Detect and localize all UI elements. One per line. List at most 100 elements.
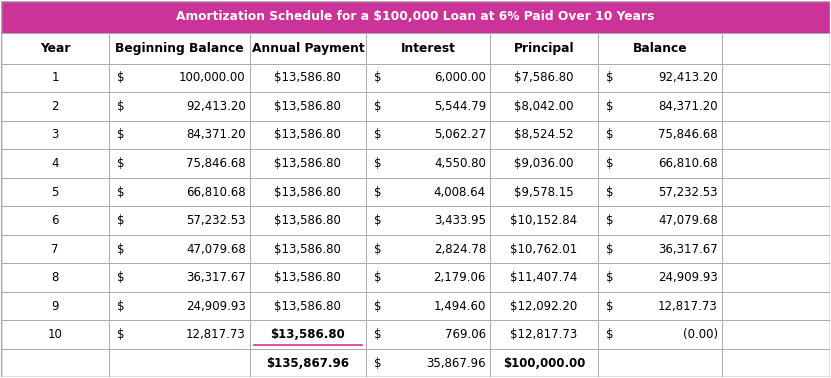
Text: $13,586.80: $13,586.80 (274, 300, 342, 313)
Text: 92,413.20: 92,413.20 (186, 100, 246, 113)
Text: $13,586.80: $13,586.80 (274, 271, 342, 284)
Text: $: $ (117, 243, 125, 256)
Text: 3: 3 (52, 129, 59, 141)
Text: 12,817.73: 12,817.73 (658, 300, 718, 313)
Bar (2, 349, 829, 377)
Text: $: $ (606, 100, 613, 113)
Text: $8,042.00: $8,042.00 (514, 100, 573, 113)
Bar (2, 178, 829, 206)
Text: $: $ (117, 271, 125, 284)
Text: $: $ (606, 243, 613, 256)
Text: 24,909.93: 24,909.93 (186, 300, 246, 313)
Text: 4,550.80: 4,550.80 (434, 157, 486, 170)
Text: 1,494.60: 1,494.60 (434, 300, 486, 313)
Text: $: $ (117, 186, 125, 198)
Text: $: $ (606, 328, 613, 341)
Text: $13,586.80: $13,586.80 (274, 100, 342, 113)
Text: $10,152.84: $10,152.84 (510, 214, 578, 227)
Text: 5,544.79: 5,544.79 (434, 100, 486, 113)
Text: $9,036.00: $9,036.00 (514, 157, 573, 170)
Text: 36,317.67: 36,317.67 (658, 243, 718, 256)
Text: 12,817.73: 12,817.73 (186, 328, 246, 341)
Text: $11,407.74: $11,407.74 (510, 271, 578, 284)
Text: $: $ (606, 271, 613, 284)
Text: 66,810.68: 66,810.68 (658, 157, 718, 170)
Text: $13,586.80: $13,586.80 (274, 71, 342, 84)
Text: $: $ (606, 186, 613, 198)
Text: $: $ (374, 356, 381, 370)
Text: 8: 8 (52, 271, 59, 284)
Text: $: $ (117, 328, 125, 341)
Text: 6,000.00: 6,000.00 (434, 71, 486, 84)
Text: $: $ (117, 157, 125, 170)
Text: 57,232.53: 57,232.53 (658, 186, 718, 198)
Bar (2, 149, 829, 178)
Text: 2: 2 (52, 100, 59, 113)
Text: $: $ (374, 328, 381, 341)
Text: $: $ (606, 157, 613, 170)
Text: 769.06: 769.06 (445, 328, 486, 341)
Text: 4: 4 (52, 157, 59, 170)
Text: Balance: Balance (632, 42, 687, 54)
Text: $: $ (374, 100, 381, 113)
Text: 57,232.53: 57,232.53 (186, 214, 246, 227)
Text: $13,586.80: $13,586.80 (274, 157, 342, 170)
Text: $12,817.73: $12,817.73 (510, 328, 578, 341)
Text: $: $ (606, 71, 613, 84)
Text: $7,586.80: $7,586.80 (514, 71, 573, 84)
Text: 47,079.68: 47,079.68 (658, 214, 718, 227)
Text: $100,000.00: $100,000.00 (503, 356, 585, 370)
Text: $135,867.96: $135,867.96 (266, 356, 349, 370)
Text: $: $ (374, 71, 381, 84)
Text: (0.00): (0.00) (683, 328, 718, 341)
Text: $10,762.01: $10,762.01 (510, 243, 578, 256)
Bar (2, 263, 829, 292)
Text: $8,524.52: $8,524.52 (514, 129, 573, 141)
Text: $: $ (117, 71, 125, 84)
Text: 5,062.27: 5,062.27 (434, 129, 486, 141)
Text: 2,179.06: 2,179.06 (434, 271, 486, 284)
Text: $9,578.15: $9,578.15 (514, 186, 573, 198)
Text: 35,867.96: 35,867.96 (426, 356, 486, 370)
Text: $13,586.80: $13,586.80 (274, 214, 342, 227)
Text: 66,810.68: 66,810.68 (186, 186, 246, 198)
Bar (2, 64, 829, 92)
Text: Annual Payment: Annual Payment (252, 42, 364, 54)
Text: Interest: Interest (401, 42, 455, 54)
Bar (2, 121, 829, 149)
Text: $13,586.80: $13,586.80 (274, 243, 342, 256)
Text: $: $ (374, 271, 381, 284)
Text: 7: 7 (52, 243, 59, 256)
Text: 5: 5 (52, 186, 59, 198)
Text: $13,586.80: $13,586.80 (274, 129, 342, 141)
Text: Beginning Balance: Beginning Balance (116, 42, 243, 54)
Text: 84,371.20: 84,371.20 (186, 129, 246, 141)
Text: $: $ (606, 129, 613, 141)
Text: Amortization Schedule for a $100,000 Loan at 6% Paid Over 10 Years: Amortization Schedule for a $100,000 Loa… (176, 11, 655, 23)
Text: 6: 6 (52, 214, 59, 227)
Text: 24,909.93: 24,909.93 (658, 271, 718, 284)
Bar (2, 92, 829, 121)
Text: $: $ (374, 129, 381, 141)
Text: 36,317.67: 36,317.67 (186, 271, 246, 284)
Text: $: $ (117, 129, 125, 141)
Text: 84,371.20: 84,371.20 (658, 100, 718, 113)
Text: 2,824.78: 2,824.78 (434, 243, 486, 256)
Text: 9: 9 (52, 300, 59, 313)
Text: $: $ (374, 243, 381, 256)
Text: 92,413.20: 92,413.20 (658, 71, 718, 84)
Text: $: $ (374, 186, 381, 198)
Bar (2, 2, 829, 33)
Text: $: $ (117, 300, 125, 313)
Bar (2, 320, 829, 349)
Text: $: $ (117, 214, 125, 227)
Text: 10: 10 (48, 328, 62, 341)
Text: $: $ (374, 157, 381, 170)
Bar (2, 235, 829, 263)
Text: $: $ (117, 100, 125, 113)
Text: 3,433.95: 3,433.95 (434, 214, 486, 227)
Bar (2, 206, 829, 235)
Text: 47,079.68: 47,079.68 (186, 243, 246, 256)
Text: 75,846.68: 75,846.68 (186, 157, 246, 170)
Text: $: $ (606, 300, 613, 313)
